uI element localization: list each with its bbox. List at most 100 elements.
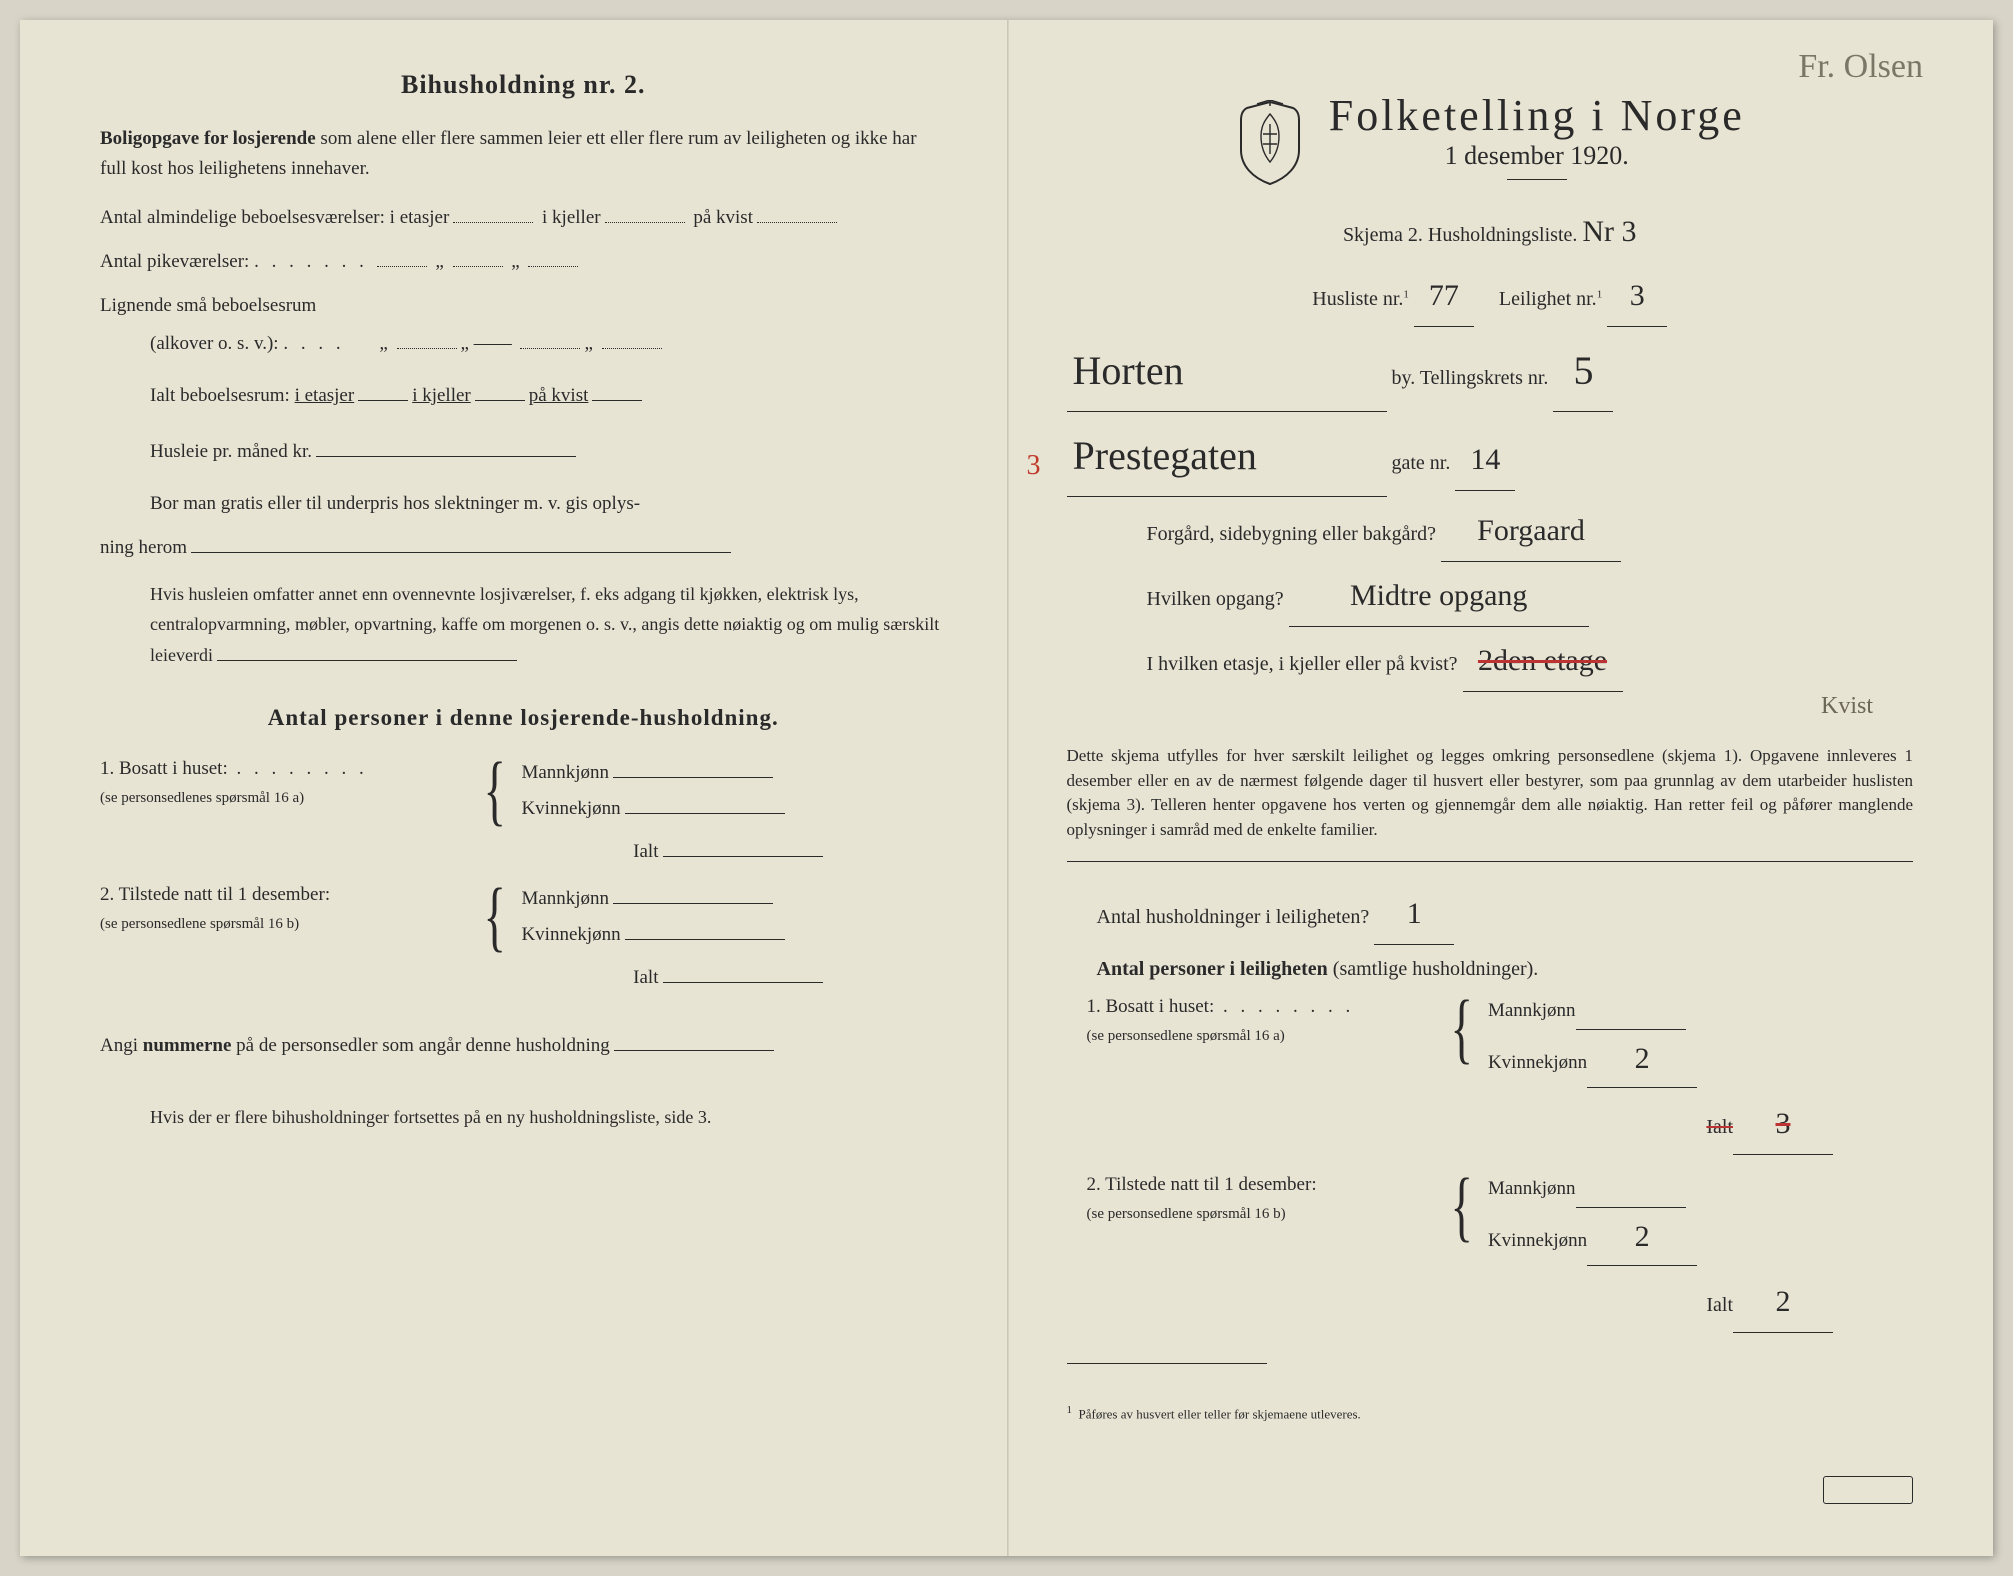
blank	[663, 838, 823, 857]
blank	[191, 534, 731, 553]
brace-icon: {	[1450, 1171, 1472, 1266]
blank	[663, 964, 823, 983]
blank	[625, 921, 785, 940]
blank	[475, 382, 525, 401]
left-q2: 2. Tilstede natt til 1 desember: (se per…	[100, 881, 947, 953]
persons-title: Antal personer i denne losjerende-hushol…	[100, 705, 947, 731]
opgang-value: Midtre opgang	[1350, 566, 1527, 626]
rooms-label-1: Antal almindelige beboelsesværelser: i e…	[100, 207, 449, 228]
instructions: Dette skjema utfylles for hver særskilt …	[1067, 744, 1914, 843]
street-value: Prestegaten	[1073, 416, 1257, 496]
brace-lines: Mannkjønn Kvinnekjønn	[521, 755, 788, 827]
persons-title-right: Antal personer i leiligheten (samtlige h…	[1097, 949, 1914, 989]
q1-total-value: 3	[1776, 1094, 1791, 1154]
blank	[528, 248, 578, 267]
blank	[757, 204, 837, 223]
lead-bold: Boligopgave for losjerende	[100, 128, 316, 149]
gratis-1: Bor man gratis eller til underpris hos s…	[150, 493, 640, 514]
city-value: Horten	[1073, 331, 1184, 411]
rent-line: Husleie pr. måned kr.	[150, 433, 947, 471]
forgard-value: Forgaard	[1477, 501, 1585, 561]
q2-label-block: 2. Tilstede natt til 1 desember: (se per…	[1087, 1171, 1427, 1228]
footnote-text: Påføres av husvert eller teller før skje…	[1079, 1406, 1361, 1421]
right-q1: 1. Bosatt i huset: . . . . . . . . (se p…	[1087, 993, 1914, 1088]
maid-rooms-line: Antal pikeværelser: . . . . . . . „ „	[100, 243, 947, 281]
etasje-label: I hvilken etasje, i kjeller eller på kvi…	[1147, 653, 1458, 675]
female-label: Kvinnekjønn	[1488, 1052, 1587, 1073]
brace-lines: Mannkjønn Kvinnekjønn2	[1488, 1171, 1697, 1266]
blank	[592, 382, 642, 401]
blank	[217, 643, 517, 661]
female-label: Kvinnekjønn	[521, 924, 620, 945]
footnote-rule	[1067, 1363, 1267, 1364]
forgard-line: Forgård, sidebygning eller bakgård? Forg…	[1147, 501, 1914, 562]
brace-icon: {	[483, 881, 505, 953]
total-rooms-label: Ialt beboelsesrum:	[150, 385, 290, 406]
left-footer: Hvis der er flere bihusholdninger fortse…	[150, 1099, 947, 1135]
q1-label-block: 1. Bosatt i huset: . . . . . . . . (se p…	[100, 755, 460, 812]
red-margin-3: 3	[1027, 450, 1041, 482]
q1-total-right: Ialt 3	[1067, 1094, 1914, 1155]
q2-label: 2. Tilstede natt til 1 desember:	[100, 884, 330, 905]
brace-group: { Mannkjønn Kvinnekjønn	[472, 755, 789, 827]
blank	[453, 248, 503, 267]
q2-total-value: 2	[1776, 1272, 1791, 1332]
schema-line: Skjema 2. Husholdningsliste. Nr 3	[1067, 202, 1914, 262]
gratis-line-2: ning herom	[100, 529, 947, 567]
right-page: Fr. Olsen 3 Folketelling i Norge 1 desem…	[1007, 20, 1994, 1556]
leilighet-value: 3	[1630, 266, 1645, 326]
left-page: Bihusholdning nr. 2. Boligopgave for los…	[20, 20, 1007, 1556]
male-label: Mannkjønn	[521, 888, 609, 909]
street-line: Prestegaten gate nr. 14	[1067, 416, 1914, 497]
total-label: Ialt	[633, 841, 658, 862]
brace-group: { Mannkjønn Kvinnekjønn2	[1439, 1171, 1698, 1266]
blank	[614, 1032, 774, 1051]
q2-sub: (se personsedlene spørsmål 16 b)	[1087, 1206, 1286, 1222]
q1-sub: (se personsedlene spørsmål 16 a)	[1087, 1028, 1285, 1044]
numbers-line: Angi nummerne på de personsedler som ang…	[100, 1027, 947, 1065]
blank	[316, 438, 576, 457]
forgard-label: Forgård, sidebygning eller bakgård?	[1147, 523, 1437, 545]
husliste-label: Husliste nr.	[1312, 288, 1403, 310]
total-label: Ialt	[1706, 1116, 1733, 1138]
left-q1: 1. Bosatt i huset: . . . . . . . . (se p…	[100, 755, 947, 827]
brace-lines: Mannkjønn Kvinnekjønn	[521, 881, 788, 953]
street-label: gate nr.	[1392, 452, 1451, 474]
footnote-marker: 1	[1067, 1404, 1073, 1416]
blank	[613, 885, 773, 904]
etasje-value-2: Kvist	[1821, 682, 1873, 730]
gratis-2: ning herom	[100, 537, 187, 558]
total-rooms-line: Ialt beboelsesrum: i etasjeri kjellerpå …	[150, 377, 947, 415]
blank	[605, 204, 685, 223]
q1-label: 1. Bosatt i huset:	[1087, 996, 1215, 1017]
q2-total: Ialt	[100, 959, 947, 997]
total-label: Ialt	[1706, 1294, 1733, 1316]
dots: . . . . . . . .	[1214, 996, 1354, 1017]
etasje-value-struck: 2den etage	[1478, 631, 1607, 691]
coat-of-arms-icon	[1235, 100, 1305, 186]
divider	[1067, 861, 1914, 862]
footnote: 1 Påføres av husvert eller teller før sk…	[1067, 1404, 1914, 1422]
rent-label: Husleie pr. måned kr.	[150, 441, 312, 462]
rooms-line: Antal almindelige beboelsesværelser: i e…	[100, 199, 947, 237]
q2-total-right: Ialt 2	[1067, 1272, 1914, 1333]
q1-female-value: 2	[1635, 1030, 1650, 1087]
total-c: på kvist	[529, 385, 589, 406]
maid-label: Antal pikeværelser:	[100, 251, 249, 272]
similar-rooms-line: Lignende små beboelsesrum (alkover o. s.…	[100, 287, 947, 363]
sup-1: 1	[1597, 288, 1603, 300]
q2-female-value: 2	[1635, 1208, 1650, 1265]
rent-note: Hvis husleien omfatter annet enn ovennev…	[150, 579, 947, 671]
brace-icon: {	[1450, 993, 1472, 1088]
schema-label: Skjema 2. Husholdningsliste.	[1343, 224, 1577, 246]
rooms-label-2: i kjeller	[542, 207, 601, 228]
male-label: Mannkjønn	[521, 762, 609, 783]
male-label: Mannkjønn	[1488, 1000, 1576, 1021]
opgang-line: Hvilken opgang? Midtre opgang	[1147, 566, 1914, 627]
brace-group: { Mannkjønn Kvinnekjønn	[472, 881, 789, 953]
corner-handwriting: Fr. Olsen	[1798, 48, 1923, 86]
blank	[625, 795, 785, 814]
hh-count-value: 1	[1407, 884, 1422, 944]
right-q2: 2. Tilstede natt til 1 desember: (se per…	[1087, 1171, 1914, 1266]
q2-label-block: 2. Tilstede natt til 1 desember: (se per…	[100, 881, 460, 938]
